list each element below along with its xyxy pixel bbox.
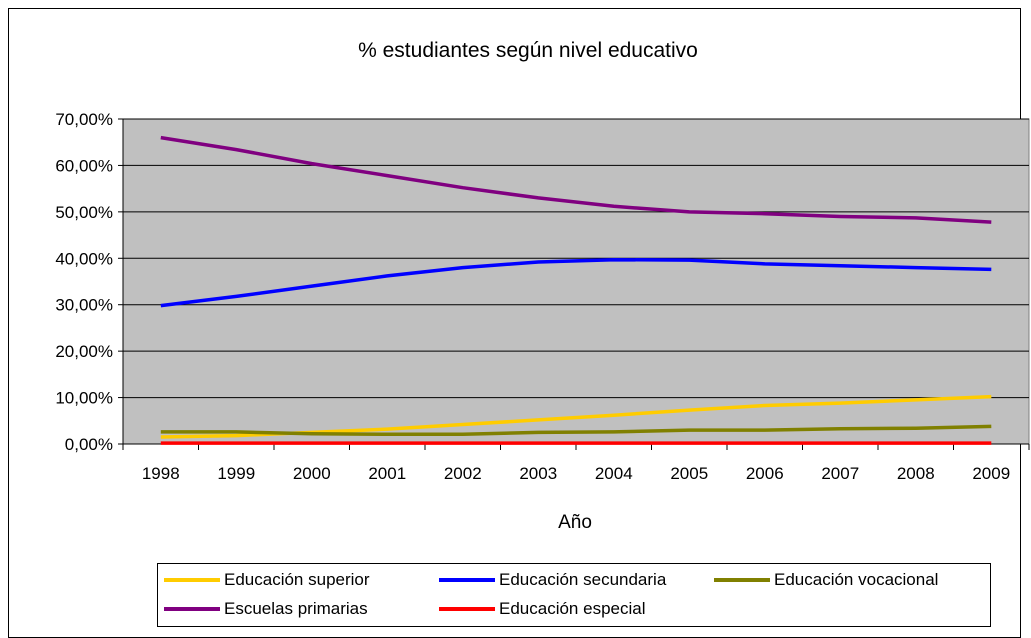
chart-title: % estudiantes según nivel educativo [358,39,698,62]
legend-label: Educación secundaria [499,570,667,589]
x-tick-label: 2009 [972,464,1010,483]
y-tick-label: 30,00% [55,296,113,315]
legend-swatch [714,578,770,582]
series-line-escuelas-primarias [160,135,992,224]
grid-lines [123,118,1029,399]
x-tick-label: 2004 [595,464,633,483]
x-axis-label: Año [558,512,592,533]
x-tick-label: 2000 [293,464,331,483]
y-tick-label: 40,00% [55,249,113,268]
legend: Educación superior Educación secundaria … [157,563,991,627]
y-tick-label: 60,00% [55,156,113,175]
legend-swatch [164,578,220,582]
y-tick-label: 20,00% [55,342,113,361]
x-tick-label: 2008 [897,464,935,483]
legend-label: Educación vocacional [774,570,939,589]
legend-label: Escuelas primarias [224,599,368,618]
series-line-educacion-secundaria [160,257,992,308]
legend-item-escuelas-primarias: Escuelas primarias [164,596,368,622]
legend-item-educacion-vocacional: Educación vocacional [714,567,938,593]
x-tick-label: 2002 [444,464,482,483]
y-tick-label: 70,00% [55,110,113,129]
plot-area [122,118,1030,445]
x-tick-label: 2001 [368,464,406,483]
x-tick-label: 2003 [519,464,557,483]
legend-item-educacion-secundaria: Educación secundaria [439,567,666,593]
legend-swatch [439,578,495,582]
legend-item-educacion-especial: Educación especial [439,596,645,622]
x-tick-label: 2005 [670,464,708,483]
legend-swatch [439,607,495,611]
y-tick-label: 10,00% [55,389,113,408]
x-axis: 1998 1999 2000 2001 2002 2003 2004 2005 2006 2007… [122,443,1030,483]
y-tick-label: 50,00% [55,203,113,222]
legend-item-educacion-superior: Educación superior [164,567,370,593]
x-tick-label: 2006 [746,464,784,483]
x-tick-label: 1999 [217,464,255,483]
legend-swatch [164,607,220,611]
y-tick-label: 0,00% [65,435,113,454]
legend-label: Educación superior [224,570,370,589]
x-tick-label: 2007 [821,464,859,483]
series-line-educacion-vocacional [160,424,992,437]
legend-label: Educación especial [499,599,646,618]
y-axis: 0,00% 10,00% 20,00% 30,00% 40,00% 50,00% 60,00… [55,110,124,454]
series-lines [160,135,992,445]
x-tick-label: 1998 [142,464,180,483]
